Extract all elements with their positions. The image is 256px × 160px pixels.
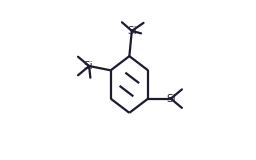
Text: Si: Si	[166, 94, 176, 104]
Text: Si: Si	[84, 61, 93, 71]
Text: Si: Si	[127, 26, 137, 36]
